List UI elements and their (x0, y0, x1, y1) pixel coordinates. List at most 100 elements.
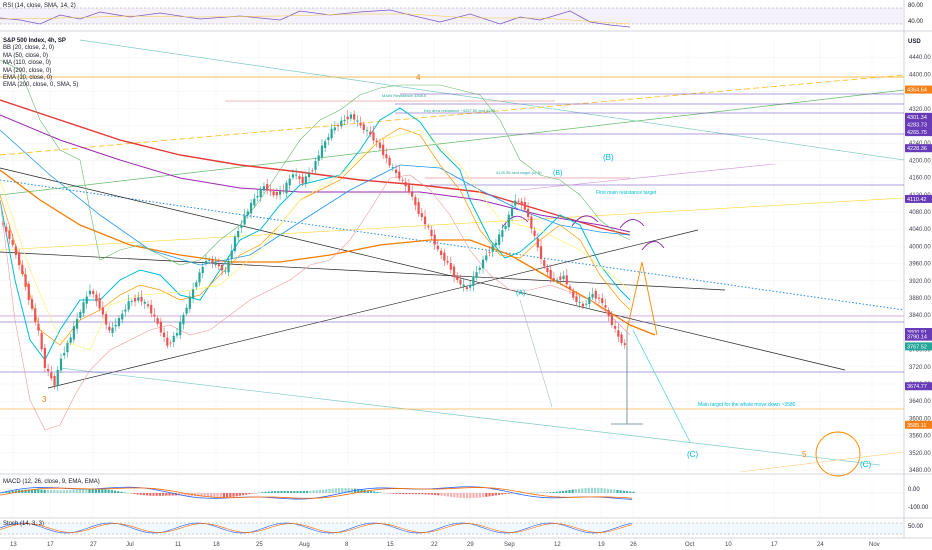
candle-body (59, 358, 63, 371)
legend-bb[interactable]: BB (20, close, 2, 0) (3, 45, 55, 52)
candle-body (137, 297, 140, 301)
price-tick-label: 4240.00 (909, 141, 931, 147)
ma50-line (0, 129, 631, 266)
candle-body (259, 188, 262, 198)
macd-histogram-bar (248, 493, 251, 495)
candle-body (507, 214, 510, 228)
price-tick-label: 4160.00 (909, 176, 931, 182)
annotation-label: Main target for the whole move down ~358… (698, 402, 796, 408)
candle-body (572, 291, 575, 298)
macd-histogram-bar (222, 493, 225, 498)
candle-body (404, 181, 407, 187)
macd-histogram-bar (600, 488, 603, 493)
macd-histogram-bar (610, 489, 613, 493)
time-tick-label: 18 (213, 542, 220, 548)
candle-body (620, 334, 623, 343)
macd-histogram-bar (194, 493, 197, 497)
candle-body (295, 174, 298, 176)
candle-body (556, 279, 559, 281)
candle-body (275, 191, 278, 196)
macd-histogram-bar (549, 492, 552, 493)
candle-body (204, 261, 208, 264)
macd-histogram-bar (312, 490, 315, 493)
candle-body (607, 310, 610, 317)
candle-body (623, 343, 626, 346)
macd-histogram-bar (274, 491, 277, 493)
candle-body (14, 246, 17, 255)
macd-histogram-bar (66, 490, 69, 493)
macd-histogram-bar (219, 493, 222, 498)
trendline-black-2 (0, 251, 726, 291)
macd-histogram-bar (210, 493, 213, 498)
candle-body (11, 240, 14, 245)
candle-body (578, 302, 581, 304)
ma110-line (0, 114, 631, 233)
bb-middle (0, 127, 631, 346)
macd-histogram-bar (478, 493, 481, 498)
legend-ma200[interactable]: MA (200, close, 0) (3, 67, 52, 74)
candle-body (510, 207, 514, 217)
macd-histogram-bar (590, 487, 593, 493)
candle-body (114, 324, 117, 327)
macd-histogram-bar (158, 493, 161, 496)
macd-histogram-bar (242, 493, 245, 496)
candle-body (53, 375, 56, 386)
time-tick-label: 15 (387, 542, 394, 548)
price-tag: 4228.36 (905, 144, 932, 153)
candle-body (388, 157, 391, 166)
stoch-label: Stoch (14, 3, 3) (3, 521, 45, 527)
stoch-axis: 50.00 (908, 524, 924, 530)
price-tag-label: 4283.73 (907, 122, 927, 128)
symbol-title[interactable]: S&P 500 Index, 4h, SP (3, 38, 66, 44)
legend-ema10[interactable]: EMA (10, close, 0) (3, 75, 53, 82)
candle-body (601, 298, 604, 304)
macd-histogram-bar (626, 491, 629, 493)
trendline-orange-dashed (0, 74, 905, 156)
candle-body (40, 332, 43, 350)
legend-ma50[interactable]: MA (50, close, 0) (3, 52, 49, 59)
macd-histogram-bar (398, 493, 401, 495)
macd-histogram-bar (178, 493, 181, 496)
annotation-label: (C) (860, 460, 871, 469)
candle-body (311, 170, 314, 172)
price-tag-label: 3674.77 (907, 384, 927, 390)
indicator-legend: S&P 500 Index, 4h, SP BB (20, close, 2, … (3, 38, 78, 90)
legend-ema200[interactable]: EMA (200, close, 0, SMA, 5) (3, 82, 79, 89)
macd-histogram-bar (187, 493, 190, 496)
candle-body (336, 125, 340, 127)
candle-body (82, 302, 85, 314)
time-tick-label: 11 (175, 542, 182, 548)
macd-histogram-bar (123, 492, 126, 493)
macd-label: MACD (12, 26, close, 9, EMA, EMA) (3, 479, 100, 485)
arc-3 (619, 219, 645, 229)
macd-histogram-bar (296, 491, 299, 493)
time-tick-label: 22 (431, 542, 438, 548)
candle-body (246, 211, 249, 216)
candle-body (304, 176, 307, 184)
candle-body (111, 327, 114, 333)
legend-ma110[interactable]: MA (110, close, 0) (3, 60, 51, 67)
candle-body (343, 119, 346, 122)
macd-histogram-bar (200, 493, 203, 497)
macd-histogram-bar (443, 493, 446, 497)
candle-body (369, 131, 372, 135)
macd-histogram-bar (446, 493, 449, 497)
price-grid (0, 40, 904, 538)
candle-body (198, 272, 201, 283)
price-tick-label: 3960.00 (909, 262, 931, 268)
price-tag: 4364.64 (905, 85, 932, 94)
time-tick-label: Aug (299, 542, 310, 548)
candle-body (459, 279, 462, 285)
candle-body (5, 226, 8, 232)
target-circle (815, 431, 861, 477)
macd-histogram-bar (8, 491, 11, 493)
candle-body (237, 231, 240, 238)
candle-body (440, 250, 443, 255)
time-tick-label: 10 (725, 542, 732, 548)
candle-body (150, 304, 153, 314)
time-tick-label: 17 (771, 542, 778, 548)
macd-histogram-bar (325, 489, 328, 493)
candle-body (565, 275, 568, 285)
macd-histogram-bar (616, 489, 619, 493)
